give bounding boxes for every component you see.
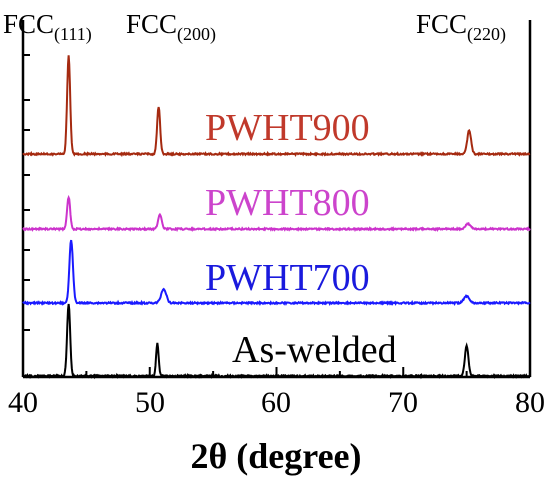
x-tick-label: 70: [388, 386, 418, 419]
series-label-pwht800: PWHT800: [205, 182, 370, 224]
series-line-as-welded: [22, 303, 531, 380]
x-tick-label: 60: [261, 386, 291, 419]
series-line-pwht800: [22, 194, 531, 233]
series-traces: [22, 55, 531, 380]
series-label-as-welded: As-welded: [232, 329, 397, 371]
annotation-fcc-200: FCC(200): [126, 9, 216, 45]
series-line-pwht700: [22, 239, 531, 307]
series-line-pwht900: [22, 55, 531, 158]
series-label-pwht700: PWHT700: [205, 257, 370, 299]
x-tick-label: 50: [135, 386, 165, 419]
x-axis-label: 2θ (degree): [190, 436, 361, 476]
annotation-fcc-111: FCC(111): [3, 9, 92, 45]
x-tick-label: 40: [8, 386, 38, 419]
x-tick-label: 80: [515, 386, 545, 419]
series-label-pwht900: PWHT900: [205, 107, 370, 149]
annotation-fcc-220: FCC(220): [416, 9, 506, 45]
